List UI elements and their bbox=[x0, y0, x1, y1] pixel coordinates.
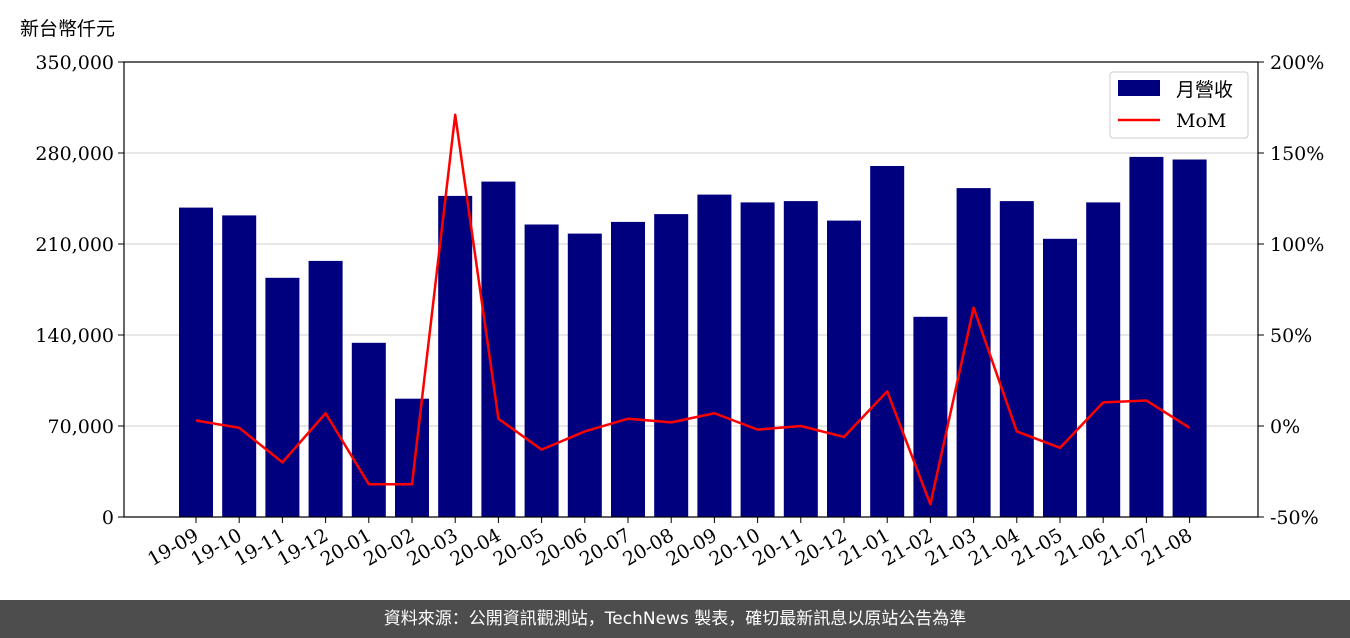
revenue-bar bbox=[481, 181, 516, 517]
left-tick-label: 210,000 bbox=[35, 234, 114, 256]
mom-line bbox=[195, 113, 1191, 506]
revenue-bar bbox=[308, 260, 343, 517]
right-tick-label: 100% bbox=[1270, 234, 1324, 256]
right-tick-label: 150% bbox=[1270, 143, 1324, 165]
revenue-bar bbox=[438, 195, 473, 517]
legend-bar-swatch bbox=[1118, 80, 1160, 96]
x-axis: 19-0919-1019-1119-1220-0120-0220-0320-04… bbox=[144, 517, 1196, 571]
legend-label-mom: MoM bbox=[1176, 110, 1226, 132]
revenue-bar bbox=[265, 277, 300, 517]
revenue-bar bbox=[395, 398, 429, 517]
left-tick-label: 350,000 bbox=[35, 52, 114, 74]
plot-frame bbox=[123, 61, 1259, 518]
revenue-bar bbox=[740, 202, 775, 517]
mom-line-series bbox=[195, 113, 1191, 506]
bar-series bbox=[179, 156, 1207, 518]
revenue-bar bbox=[827, 220, 861, 517]
left-tick-label: 0 bbox=[102, 507, 114, 529]
revenue-bar bbox=[611, 221, 645, 517]
right-tick-label: 50% bbox=[1270, 325, 1312, 347]
revenue-bar bbox=[870, 166, 905, 517]
revenue-bar bbox=[179, 207, 213, 517]
right-tick-label: -50% bbox=[1270, 507, 1319, 529]
revenue-chart: 0 70,000 140,000 210,000 280,000 350,000 -50%… bbox=[35, 52, 1324, 571]
source-footer: 資料來源：公開資訊觀測站，TechNews 製表，確切最新訊息以原站公告為準 bbox=[0, 600, 1350, 638]
revenue-bar bbox=[1043, 238, 1077, 518]
revenue-bar bbox=[654, 214, 689, 517]
revenue-bar bbox=[222, 215, 257, 517]
right-axis: -50% 0% 50% 100% 150% 200% bbox=[1258, 52, 1324, 529]
left-tick-label: 70,000 bbox=[48, 416, 114, 438]
revenue-bar bbox=[697, 194, 732, 517]
y-axis-unit-label: 新台幣仟元 bbox=[20, 18, 116, 40]
legend: 月營收 MoM bbox=[1109, 71, 1249, 139]
revenue-bar bbox=[567, 233, 602, 517]
x-tick-label: 21-08 bbox=[1138, 524, 1196, 570]
revenue-bar bbox=[956, 188, 991, 517]
revenue-bar bbox=[524, 224, 559, 517]
left-tick-label: 280,000 bbox=[35, 143, 114, 165]
left-tick-label: 140,000 bbox=[35, 325, 114, 347]
revenue-bar bbox=[1086, 202, 1121, 517]
revenue-bar bbox=[999, 201, 1034, 517]
revenue-bar bbox=[783, 201, 818, 517]
right-tick-label: 200% bbox=[1270, 52, 1324, 74]
legend-label-revenue: 月營收 bbox=[1176, 79, 1233, 101]
revenue-bar bbox=[1172, 159, 1207, 517]
revenue-bar bbox=[1129, 156, 1164, 517]
revenue-bar bbox=[351, 342, 386, 517]
right-tick-label: 0% bbox=[1270, 416, 1300, 438]
left-axis: 0 70,000 140,000 210,000 280,000 350,000 bbox=[35, 52, 124, 529]
revenue-bar bbox=[913, 316, 948, 517]
